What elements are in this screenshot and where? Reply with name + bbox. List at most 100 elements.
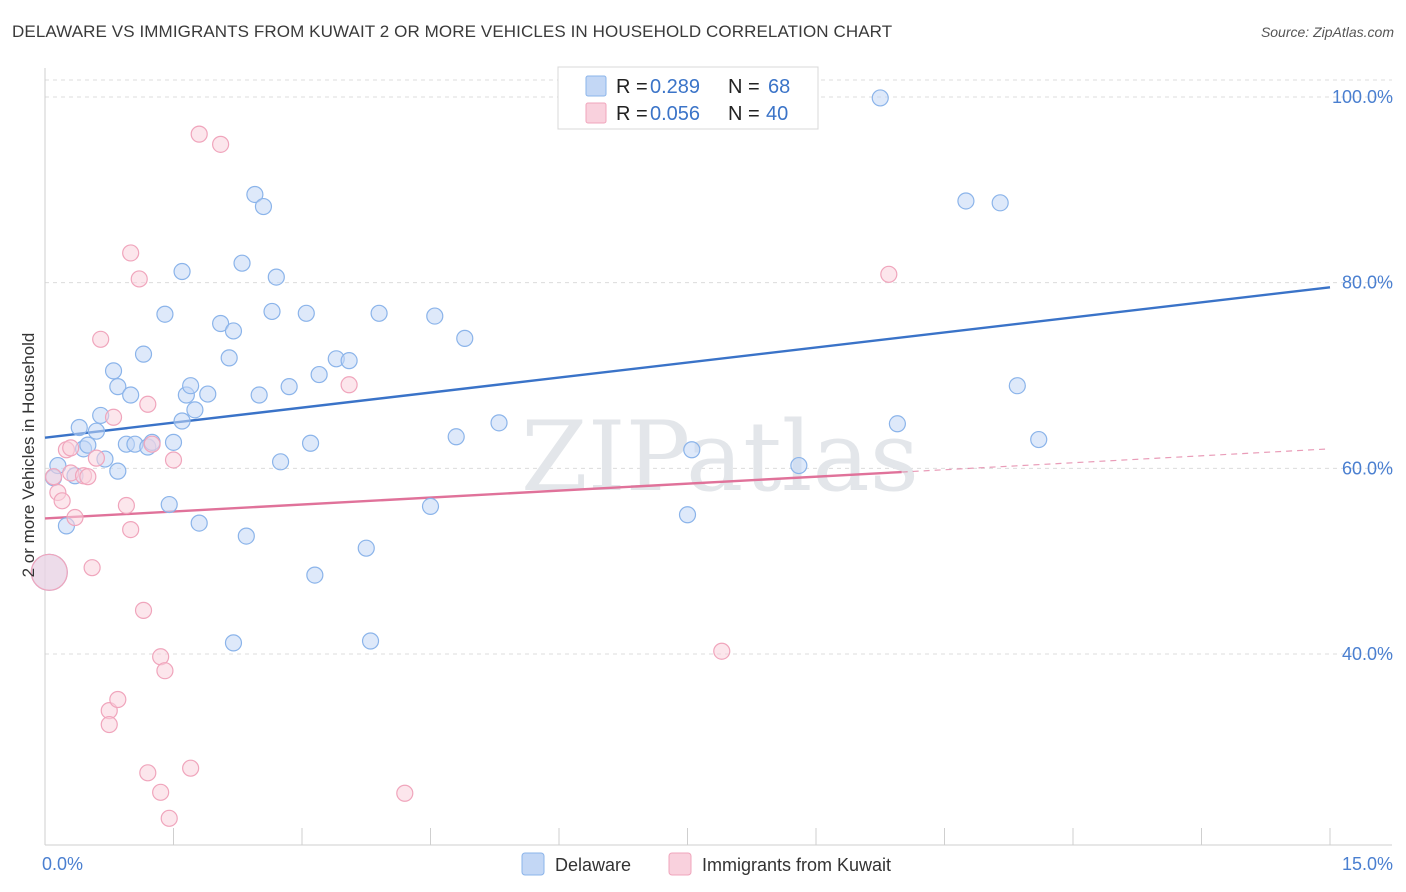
x-tick-label: 0.0% <box>42 854 83 874</box>
data-point <box>397 785 413 801</box>
data-point <box>341 377 357 393</box>
y-tick-label: 40.0% <box>1342 644 1393 664</box>
data-point <box>153 784 169 800</box>
data-point <box>54 493 70 509</box>
data-point <box>157 663 173 679</box>
series-legend-label-kuwait: Immigrants from Kuwait <box>702 855 891 875</box>
data-point <box>363 633 379 649</box>
data-point <box>427 308 443 324</box>
data-point <box>311 367 327 383</box>
data-point <box>457 330 473 346</box>
data-point <box>958 193 974 209</box>
data-point <box>1009 378 1025 394</box>
data-point <box>157 306 173 322</box>
data-point <box>140 765 156 781</box>
data-point <box>166 452 182 468</box>
data-point <box>67 510 83 526</box>
data-point <box>234 255 250 271</box>
data-point <box>88 450 104 466</box>
y-tick-label: 100.0% <box>1332 87 1393 107</box>
legend-r-value-kuwait: 0.056 <box>650 103 700 125</box>
data-point <box>889 416 905 432</box>
data-point <box>680 507 696 523</box>
y-tick-labels: 40.0% 60.0% 80.0% 100.0% <box>1332 87 1393 664</box>
series-legend: Delaware Immigrants from Kuwait <box>522 853 891 875</box>
data-point <box>123 245 139 261</box>
data-point <box>71 419 87 435</box>
data-point <box>84 560 100 576</box>
y-tick-label: 60.0% <box>1342 458 1393 478</box>
data-point <box>1031 432 1047 448</box>
gridlines <box>45 80 1392 654</box>
data-point <box>80 469 96 485</box>
legend-swatch-kuwait <box>586 103 606 123</box>
legend-r-label-delaware: R = <box>616 76 648 98</box>
legend-r-label-kuwait: R = <box>616 103 648 125</box>
legend-n-value-delaware: 68 <box>768 76 790 98</box>
data-point <box>714 643 730 659</box>
data-point <box>131 271 147 287</box>
data-point <box>144 436 160 452</box>
data-point <box>225 635 241 651</box>
data-point <box>123 387 139 403</box>
data-point <box>88 423 104 439</box>
series-delaware-points <box>31 90 1046 651</box>
data-point <box>268 269 284 285</box>
data-point <box>881 266 897 282</box>
data-point <box>166 434 182 450</box>
data-point <box>106 409 122 425</box>
data-point <box>358 540 374 556</box>
data-point <box>273 454 289 470</box>
stats-legend: R = 0.289 N = 68 R = 0.056 N = 40 <box>558 67 818 129</box>
data-point <box>791 458 807 474</box>
data-point <box>110 691 126 707</box>
watermark: ZIPatlas <box>521 401 919 513</box>
data-point <box>136 346 152 362</box>
data-point <box>371 305 387 321</box>
data-point <box>174 413 190 429</box>
data-point <box>93 331 109 347</box>
data-point <box>123 522 139 538</box>
legend-r-value-delaware: 0.289 <box>650 76 700 98</box>
series-legend-swatch-delaware <box>522 853 544 875</box>
data-point <box>238 528 254 544</box>
x-tick-label: 15.0% <box>1342 854 1393 874</box>
chart-canvas: ZIPatlas 40.0% 60.0% 80.0% 100.0% 0.0% 15.0%… <box>0 0 1406 892</box>
data-point <box>183 760 199 776</box>
legend-n-value-kuwait: 40 <box>766 103 788 125</box>
data-point <box>140 396 156 412</box>
data-point <box>174 264 190 280</box>
legend-swatch-delaware <box>586 76 606 96</box>
data-point <box>46 469 62 485</box>
data-point <box>101 717 117 733</box>
y-tick-label: 80.0% <box>1342 273 1393 293</box>
data-point <box>872 90 888 106</box>
data-point <box>191 515 207 531</box>
data-point <box>191 126 207 142</box>
series-legend-label-delaware: Delaware <box>555 855 631 875</box>
data-point <box>110 463 126 479</box>
data-point <box>251 387 267 403</box>
data-point <box>213 136 229 152</box>
data-point <box>491 415 507 431</box>
data-point <box>200 386 216 402</box>
data-point <box>264 303 280 319</box>
data-point <box>221 350 237 366</box>
data-point <box>303 435 319 451</box>
data-point <box>187 402 203 418</box>
data-point <box>423 498 439 514</box>
data-point <box>183 378 199 394</box>
data-point <box>341 353 357 369</box>
data-point <box>161 810 177 826</box>
data-point <box>225 323 241 339</box>
y-axis-label: 2 or more Vehicles in Household <box>19 333 38 578</box>
legend-n-label-delaware: N = <box>728 76 760 98</box>
data-point <box>298 305 314 321</box>
data-point <box>448 429 464 445</box>
data-point <box>106 363 122 379</box>
data-point <box>684 442 700 458</box>
data-point <box>136 602 152 618</box>
data-point <box>118 497 134 513</box>
data-point <box>307 567 323 583</box>
data-point <box>992 195 1008 211</box>
